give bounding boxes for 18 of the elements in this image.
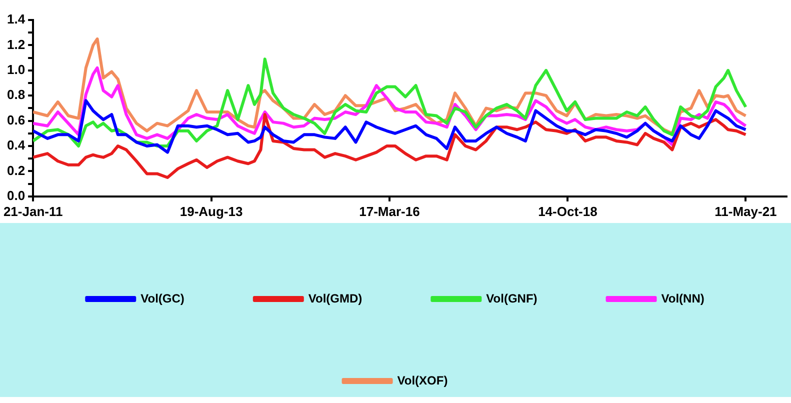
y-tick-label: 0.2	[6, 162, 26, 178]
y-tick-label: 0.8	[6, 87, 26, 102]
legend-label: Vol(GC)	[140, 291, 184, 306]
legend-label: Vol(GNF)	[486, 291, 538, 306]
x-tick-label: 21-Jan-11	[3, 204, 63, 219]
x-tick-label: 17-Mar-16	[359, 204, 420, 219]
y-tick-label: 0.6	[6, 112, 26, 128]
y-tick-label: 0.4	[6, 138, 26, 153]
y-tick-label: 1.4	[6, 12, 26, 27]
legend-label: Vol(XOF)	[397, 373, 448, 388]
y-tick-label: 0.0	[6, 188, 26, 203]
legend-label: Vol(GMD)	[308, 291, 362, 306]
x-tick-label: 19-Aug-13	[180, 204, 243, 219]
y-tick-label: 1.2	[6, 36, 26, 52]
y-tick-label: 1.0	[6, 62, 26, 77]
legend-label: Vol(NN)	[661, 291, 704, 306]
x-tick-label: 14-Oct-18	[538, 204, 598, 219]
x-tick-label: 11-May-21	[714, 204, 777, 219]
